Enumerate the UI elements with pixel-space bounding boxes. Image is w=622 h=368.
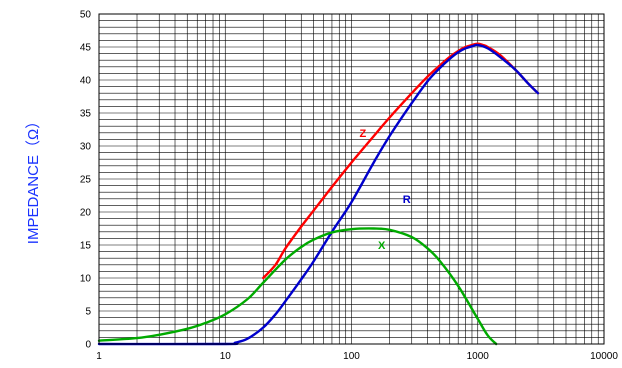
x-tick-label: 10 (220, 351, 232, 362)
y-tick-label: 35 (80, 109, 92, 120)
x-tick-label: 1000 (467, 351, 490, 362)
y-tick-label: 45 (80, 43, 92, 54)
x-axis-ticks: 1 10 100 1000 10000 (96, 351, 618, 362)
x-tick-label: 100 (343, 351, 360, 362)
plot-frame (98, 13, 605, 345)
x-tick-label: 1 (96, 351, 102, 362)
curve-label-r: R (403, 194, 411, 206)
y-tick-label: 25 (80, 175, 92, 186)
series-lines (97, 42, 540, 346)
y-tick-label: 40 (80, 76, 92, 87)
y-tick-label: 15 (80, 241, 92, 252)
y-tick-label: 0 (85, 340, 91, 351)
y-tick-label: 30 (80, 142, 92, 153)
y-tick-label: 5 (85, 307, 91, 318)
series-line-r (97, 43, 540, 346)
y-axis-ticks: 0 5 10 15 20 25 30 35 40 45 50 (80, 10, 92, 351)
curve-label-x: X (378, 240, 386, 252)
y-tick-label: 50 (80, 10, 92, 21)
series-line-x (97, 227, 498, 346)
x-tick-label: 10000 (590, 351, 618, 362)
curve-labels: Z R X (360, 128, 411, 252)
curve-label-z: Z (360, 128, 367, 140)
y-tick-label: 10 (80, 274, 92, 285)
y-axis-label: IMPEDANCE（Ω） (25, 114, 42, 244)
y-tick-label: 20 (80, 208, 92, 219)
grid-lines (99, 14, 604, 344)
